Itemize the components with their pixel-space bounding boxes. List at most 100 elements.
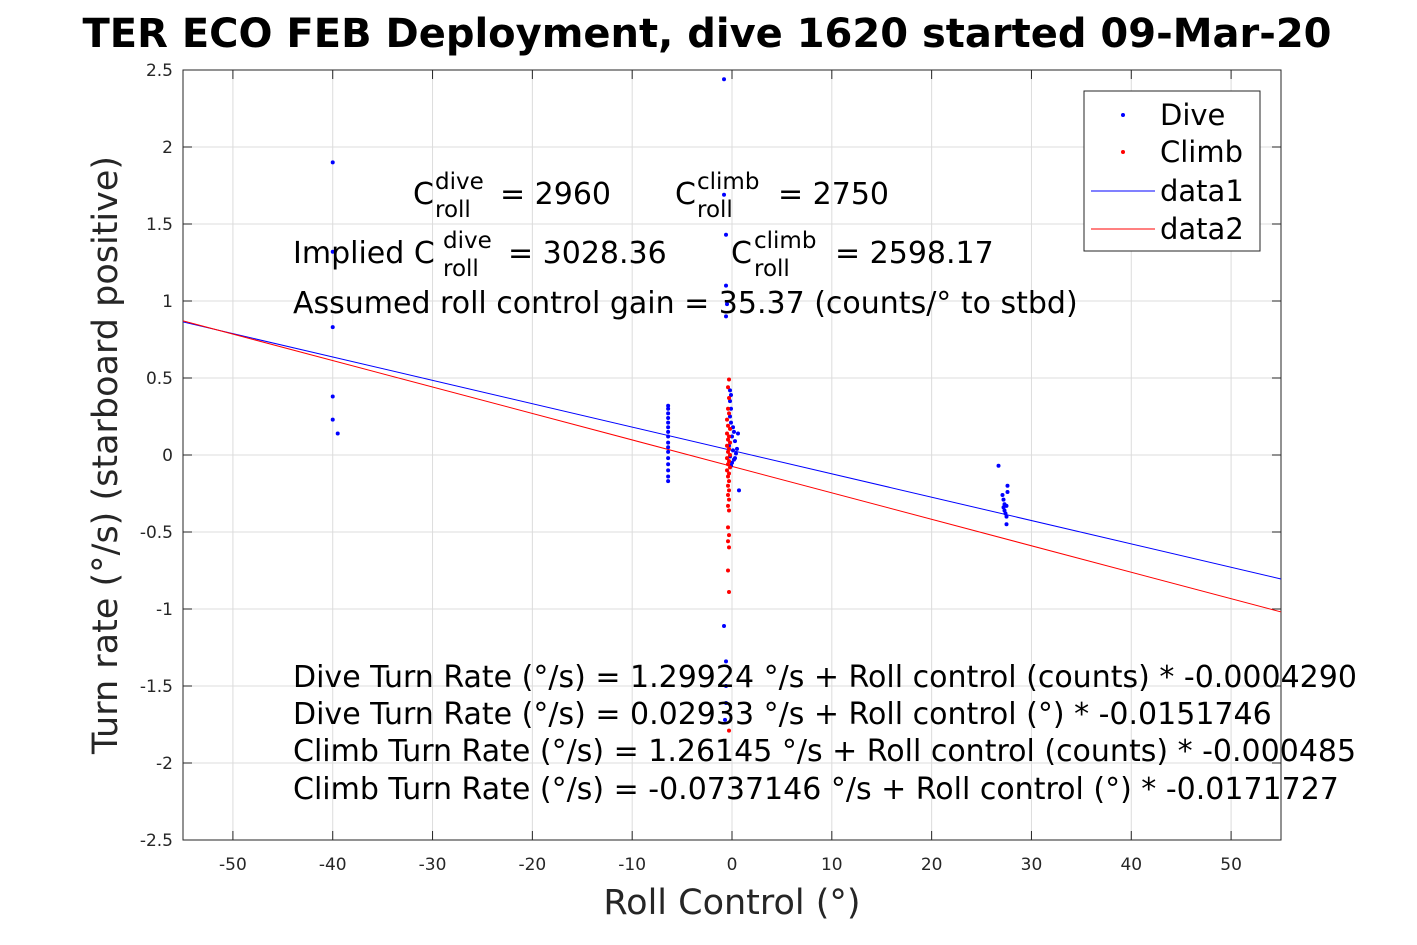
- y-tick-label: 2.5: [146, 61, 173, 81]
- dive-point: [729, 420, 734, 425]
- y-tick-label: 0: [162, 446, 173, 466]
- dive-point: [735, 431, 740, 436]
- climb-point: [725, 417, 730, 422]
- x-tick-label: 10: [821, 855, 843, 875]
- climb-point: [727, 411, 732, 416]
- dive-point: [729, 406, 734, 411]
- data-points: [330, 77, 1010, 733]
- climb-point: [727, 434, 732, 439]
- dive-point: [666, 425, 671, 430]
- dive-point: [728, 399, 733, 404]
- dive-point: [666, 406, 671, 411]
- dive-point: [1000, 493, 1005, 498]
- dive-point: [722, 77, 727, 82]
- dive-point: [724, 232, 729, 237]
- equation-climb-degrees: Climb Turn Rate (°/s) = -0.0737146 °/s +…: [293, 772, 1339, 807]
- climb-point: [727, 471, 732, 476]
- dive-point: [724, 700, 729, 705]
- implied-prefix: Implied C: [293, 236, 435, 271]
- dive-point: [731, 429, 736, 434]
- equation-dive-counts: Dive Turn Rate (°/s) = 1.29924 °/s + Rol…: [293, 660, 1357, 695]
- climb-point: [726, 568, 731, 573]
- x-tick-label: 40: [1120, 855, 1142, 875]
- y-tick-label: -2.5: [140, 831, 173, 851]
- roll-coefficients: C dive roll = 2960 C climb roll = 2750 I…: [293, 169, 1078, 321]
- c-climb-base: C: [675, 177, 696, 212]
- x-tick-label: 50: [1220, 855, 1242, 875]
- dive-point: [730, 434, 734, 439]
- dive-point: [725, 302, 730, 307]
- equation-climb-counts: Climb Turn Rate (°/s) = 1.26145 °/s + Ro…: [293, 734, 1356, 769]
- climb-point: [725, 431, 730, 436]
- dive-point: [1004, 503, 1009, 508]
- gain-line: Assumed roll control gain = 35.37 (count…: [293, 286, 1078, 321]
- dive-point: [330, 249, 335, 254]
- dive-point: [730, 425, 735, 430]
- dive-point: [729, 392, 734, 397]
- x-tick-label: -30: [419, 855, 447, 875]
- climb-point: [727, 545, 732, 550]
- dive-point: [666, 420, 671, 425]
- equation-dive-degrees: Dive Turn Rate (°/s) = 0.02933 °/s + Rol…: [293, 697, 1272, 732]
- x-tick-label: 0: [727, 855, 738, 875]
- climb-point: [726, 493, 731, 498]
- dive-point: [666, 456, 671, 461]
- climb-point: [727, 446, 732, 451]
- climb-point: [726, 462, 731, 467]
- climb-point: [726, 474, 731, 479]
- dive-point: [666, 449, 671, 454]
- y-tick-label: -1.5: [140, 677, 173, 697]
- y-tick-label: 2: [162, 138, 173, 158]
- dive-point: [666, 468, 671, 473]
- climb-point: [728, 453, 733, 457]
- dive-point: [666, 479, 671, 484]
- climb-point: [727, 533, 732, 538]
- legend-data2-label: data2: [1160, 212, 1244, 246]
- dive-point: [1002, 508, 1007, 513]
- dive-point: [666, 429, 671, 434]
- implied-climb-sup: climb: [754, 228, 816, 254]
- x-tick-label: -40: [319, 855, 347, 875]
- dive-point: [1005, 483, 1010, 488]
- climb-point: [726, 406, 731, 411]
- climb-point: [725, 468, 730, 473]
- dive-point: [733, 451, 738, 456]
- x-tick-label: -20: [518, 855, 546, 875]
- c-climb-value: = 2750: [778, 177, 889, 212]
- implied-climb-value: = 2598.17: [835, 236, 994, 271]
- dive-point: [732, 456, 737, 461]
- climb-point: [728, 465, 733, 470]
- implied-dive-sub: roll: [443, 256, 479, 282]
- climb-point: [726, 539, 731, 544]
- climb-point: [726, 449, 731, 454]
- x-axis-label: Roll Control (°): [603, 883, 860, 923]
- dive-point: [1003, 511, 1008, 516]
- y-axis-label: Turn rate (°/s) (starboard positive): [86, 156, 126, 755]
- dive-point: [330, 325, 335, 330]
- dive-point: [1005, 489, 1010, 494]
- dive-point: [736, 488, 741, 493]
- climb-point: [727, 590, 732, 595]
- dive-point: [722, 192, 727, 197]
- dive-point: [335, 431, 340, 436]
- climb-point: [726, 437, 731, 442]
- legend: Dive Climb data1 data2: [1083, 90, 1261, 252]
- dive-point: [1001, 497, 1006, 502]
- legend-dive-label: Dive: [1160, 98, 1225, 132]
- dive-point: [728, 388, 733, 393]
- x-tick-label: -10: [618, 855, 646, 875]
- c-dive-value: = 2960: [500, 177, 611, 212]
- climb-point: [728, 440, 733, 445]
- legend-data1-label: data1: [1160, 174, 1244, 208]
- legend-box: [1083, 90, 1261, 252]
- legend-dive-marker: [1121, 113, 1125, 117]
- dive-point: [722, 623, 727, 628]
- axis-ticks: -50 -40 -30 -20 -10 0 10 20 30 40 50-2.5-2-1.5-1-0…: [140, 61, 1281, 875]
- dive-point: [330, 160, 335, 165]
- dive-point: [666, 462, 671, 467]
- dive-point: [1004, 522, 1009, 527]
- x-tick-label: 20: [921, 855, 943, 875]
- dive-point: [732, 439, 737, 444]
- climb-point: [727, 377, 732, 382]
